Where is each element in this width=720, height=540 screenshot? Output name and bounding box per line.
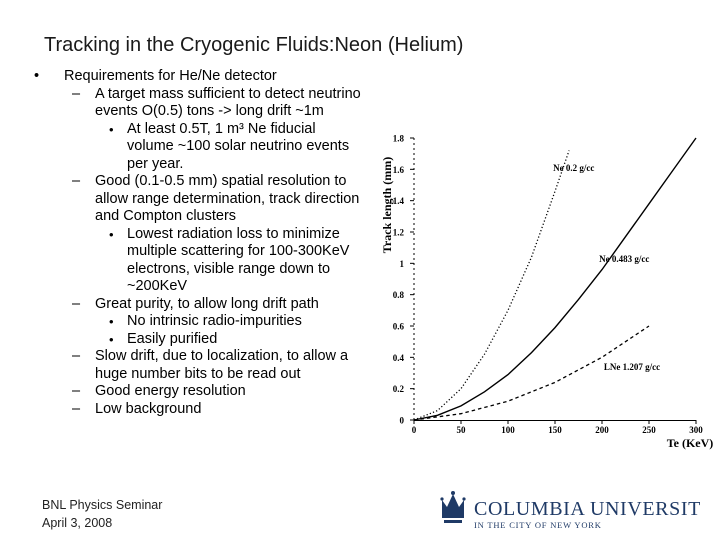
bullet-marker: –	[72, 173, 81, 189]
footer-seminar: BNL Physics Seminar	[42, 498, 163, 512]
bullet-text: Easily purified	[127, 330, 218, 347]
x-tick-label: 200	[595, 425, 609, 435]
x-tick-label: 100	[501, 425, 515, 435]
y-tick-label: 1.2	[393, 228, 405, 238]
bullet-marker: –	[72, 295, 81, 312]
bullet-level-2: – Good (0.1-0.5 mm) spatial resolution to…	[34, 173, 364, 226]
bullet-text: Low background	[95, 400, 202, 417]
chart-axes: 0 0.2 0.4 0.6 0.8 1 1.2 1.4 1.6 1.8 0 50 100 150 200 25…	[393, 134, 704, 436]
chart-labels: Track length (mm) Te (KeV) Ne 0.2 g/cc Ne 0…	[380, 157, 713, 450]
bullet-marker: •	[109, 331, 114, 347]
bullet-text: No intrinsic radio-impurities	[127, 313, 302, 329]
bullet-marker: •	[34, 68, 40, 84]
bullet-marker: –	[72, 383, 81, 399]
y-tick-label: 1.6	[393, 165, 405, 175]
chart-series	[413, 137, 697, 421]
bullet-level-2: – A target mass sufficient to detect neut…	[34, 86, 364, 121]
bullet-text: Good (0.1-0.5 mm) spatial resolution to …	[95, 173, 360, 224]
bullet-level-3: • Lowest radiation loss to minimize multi…	[34, 226, 364, 296]
bullet-level-3: • At least 0.5T, 1 m³ Ne fiducial volume …	[34, 121, 364, 174]
bullet-marker: –	[72, 400, 81, 417]
series-label-0: Ne 0.2 g/cc	[553, 163, 594, 173]
bullet-level-2: – Good energy resolution	[34, 383, 364, 401]
bullet-level-2: – Low background	[34, 401, 364, 419]
footer: BNL Physics Seminar April 3, 2008	[42, 496, 162, 532]
bullet-text: Slow drift, due to localization, to allo…	[95, 348, 349, 382]
logo-tagline: IN THE CITY OF NEW YORK	[474, 520, 602, 530]
bullet-text: Good energy resolution	[95, 383, 246, 399]
series-line-2	[413, 325, 650, 421]
y-tick-label: 1.4	[393, 196, 405, 206]
bullet-marker: –	[72, 348, 81, 364]
series-line-0	[413, 150, 570, 421]
bullet-text: A target mass sufficient to detect neutr…	[95, 85, 361, 120]
bullet-text: Lowest radiation loss to minimize multip…	[127, 225, 350, 295]
y-tick-label: 0.8	[393, 290, 405, 300]
series-label-2: LNe 1.207 g/cc	[604, 362, 660, 372]
y-tick-label: 0.4	[393, 353, 405, 363]
bullet-marker: •	[109, 314, 114, 329]
bullet-text: At least 0.5T, 1 m³ Ne fiducial volume ~…	[127, 120, 350, 172]
bullet-text: Requirements for He/Ne detector	[64, 68, 277, 84]
x-tick-label: 50	[457, 425, 467, 435]
x-tick-label: 250	[642, 425, 656, 435]
x-tick-label: 0	[412, 425, 417, 435]
y-tick-label: 0.2	[393, 384, 405, 394]
bullet-text: Great purity, to allow long drift path	[95, 295, 319, 312]
y-tick-label: 1	[400, 259, 405, 269]
track-length-chart: 0 0.2 0.4 0.6 0.8 1 1.2 1.4 1.6 1.8 0 50 100 150 200 25…	[380, 134, 713, 451]
bullet-marker: •	[109, 226, 114, 242]
bullet-level-2: – Slow drift, due to localization, to all…	[34, 348, 364, 383]
x-tick-label: 150	[548, 425, 562, 435]
bullet-list: • Requirements for He/Ne detector – A targe…	[34, 68, 364, 418]
bullet-marker: •	[109, 121, 114, 137]
series-label-1: Ne 0.483 g/cc	[599, 254, 649, 264]
footer-date: April 3, 2008	[42, 516, 113, 530]
x-axis-label: Te (KeV)	[667, 436, 714, 450]
y-tick-label: 0	[400, 416, 405, 426]
bullet-marker: –	[72, 85, 81, 102]
logo-name: COLUMBIA UNIVERSITY	[474, 498, 700, 520]
series-line-1	[413, 137, 697, 421]
bullet-level-2: – Great purity, to allow long drift path	[34, 296, 364, 314]
crown-icon	[440, 491, 466, 523]
y-tick-label: 0.6	[393, 322, 405, 332]
y-tick-label: 1.8	[393, 134, 405, 144]
slide-title: Tracking in the Cryogenic Fluids:Neon (H…	[44, 34, 464, 56]
bullet-level-1: • Requirements for He/Ne detector	[34, 68, 364, 86]
columbia-logo: COLUMBIA UNIVERSITY IN THE CITY OF NEW Y…	[440, 491, 700, 530]
y-axis-label: Track length (mm)	[380, 157, 394, 253]
x-tick-label: 300	[689, 425, 703, 435]
bullet-level-3: • Easily purified	[34, 331, 364, 349]
bullet-level-3: • No intrinsic radio-impurities	[34, 313, 364, 331]
